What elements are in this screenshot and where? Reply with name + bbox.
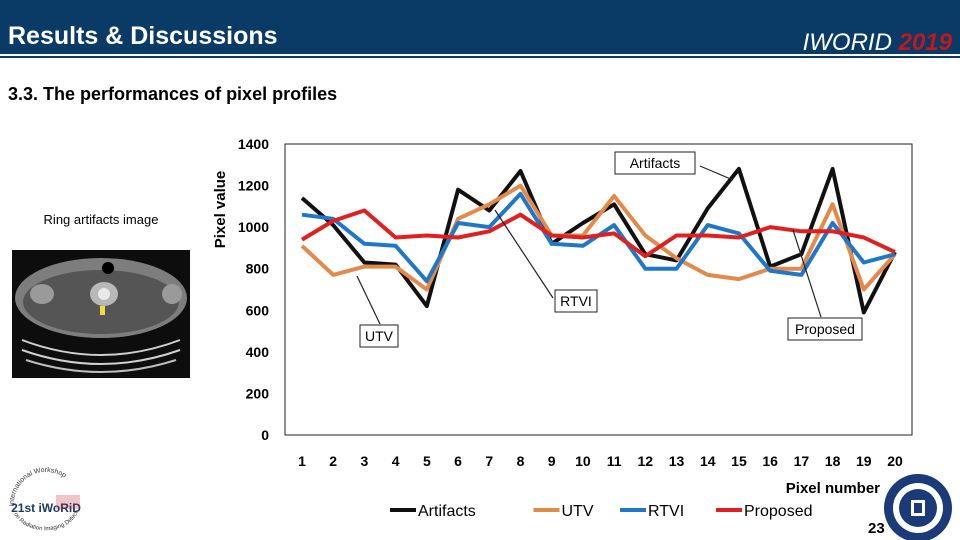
callout-leader-utv (356, 275, 381, 325)
callout-leader-proposed (792, 229, 822, 318)
iworid-logo: International Workshop on Radiation Imag… (4, 462, 81, 532)
plot-area (284, 143, 913, 436)
callout-label-rtvi: RTVI (560, 293, 592, 309)
x-tick-label: 20 (887, 453, 903, 469)
legend-label-rtvi: RTVI (648, 503, 684, 520)
slide-title: Results & Discussions (8, 22, 278, 50)
section-subtitle: 3.3. The performances of pixel profiles (8, 84, 338, 104)
x-tick-label: 10 (575, 453, 591, 469)
conference-name: IWORID (802, 29, 892, 56)
x-tick-label: 3 (361, 453, 369, 469)
x-tick-label: 12 (638, 453, 654, 469)
x-tick-label: 7 (485, 453, 493, 469)
x-tick-label: 1 (298, 453, 306, 469)
y-tick-label: 1000 (238, 219, 269, 235)
x-tick-label: 16 (762, 453, 778, 469)
y-tick-label: 1200 (238, 178, 269, 194)
y-tick-label: 800 (246, 261, 270, 277)
x-tick-label: 2 (329, 453, 337, 469)
callout-leader-rtvi (494, 209, 554, 299)
legend-label-artifacts: Artifacts (418, 503, 476, 520)
x-tick-label: 18 (825, 453, 841, 469)
series-line-proposed (300, 208, 896, 259)
series-line-artifacts (300, 166, 897, 315)
series-line-utv (300, 183, 897, 292)
x-tick-label: 19 (856, 453, 872, 469)
callout-label-utv: UTV (365, 328, 394, 344)
callout-box-utv (359, 324, 399, 348)
header-divider (0, 54, 960, 56)
x-tick-label: 4 (392, 453, 400, 469)
conference-year: 2019 (898, 29, 952, 56)
callout-box-proposed (787, 317, 863, 341)
ring-artifacts-image (12, 250, 190, 378)
callout-label-artifacts: Artifacts (630, 155, 681, 171)
y-tick-label: 200 (246, 385, 270, 401)
y-tick-label: 0 (261, 427, 269, 443)
x-tick-label: 17 (794, 453, 810, 469)
y-tick-label: 600 (246, 302, 270, 318)
inset-label: Ring artifacts image (12, 210, 190, 250)
y-axis-label: Pixel value (212, 171, 229, 249)
y-tick-label: 400 (246, 344, 270, 360)
callout-box-rtvi (554, 289, 598, 313)
x-tick-label: 14 (700, 453, 716, 469)
header-bar (0, 0, 960, 58)
x-tick-label: 9 (548, 453, 556, 469)
legend-label-utv: UTV (562, 503, 594, 520)
university-seal (884, 474, 952, 540)
callout-leader-artifacts (699, 165, 734, 181)
x-tick-label: 15 (731, 453, 747, 469)
callout-label-proposed: Proposed (795, 321, 855, 337)
legend-label-proposed: Proposed (744, 503, 813, 520)
logo-mark: 21st iWoRiD (11, 501, 81, 515)
y-tick-label: 1400 (238, 136, 269, 152)
callout-box-artifacts (614, 151, 696, 175)
x-tick-label: 13 (669, 453, 685, 469)
x-tick-label: 5 (423, 453, 431, 469)
x-axis-label: Pixel number (786, 480, 880, 497)
x-tick-label: 11 (607, 453, 622, 469)
page-number: 23 (868, 520, 885, 537)
x-tick-label: 6 (454, 453, 462, 469)
x-tick-label: 8 (517, 453, 525, 469)
conference-badge: IWORID 2019 (803, 29, 952, 57)
